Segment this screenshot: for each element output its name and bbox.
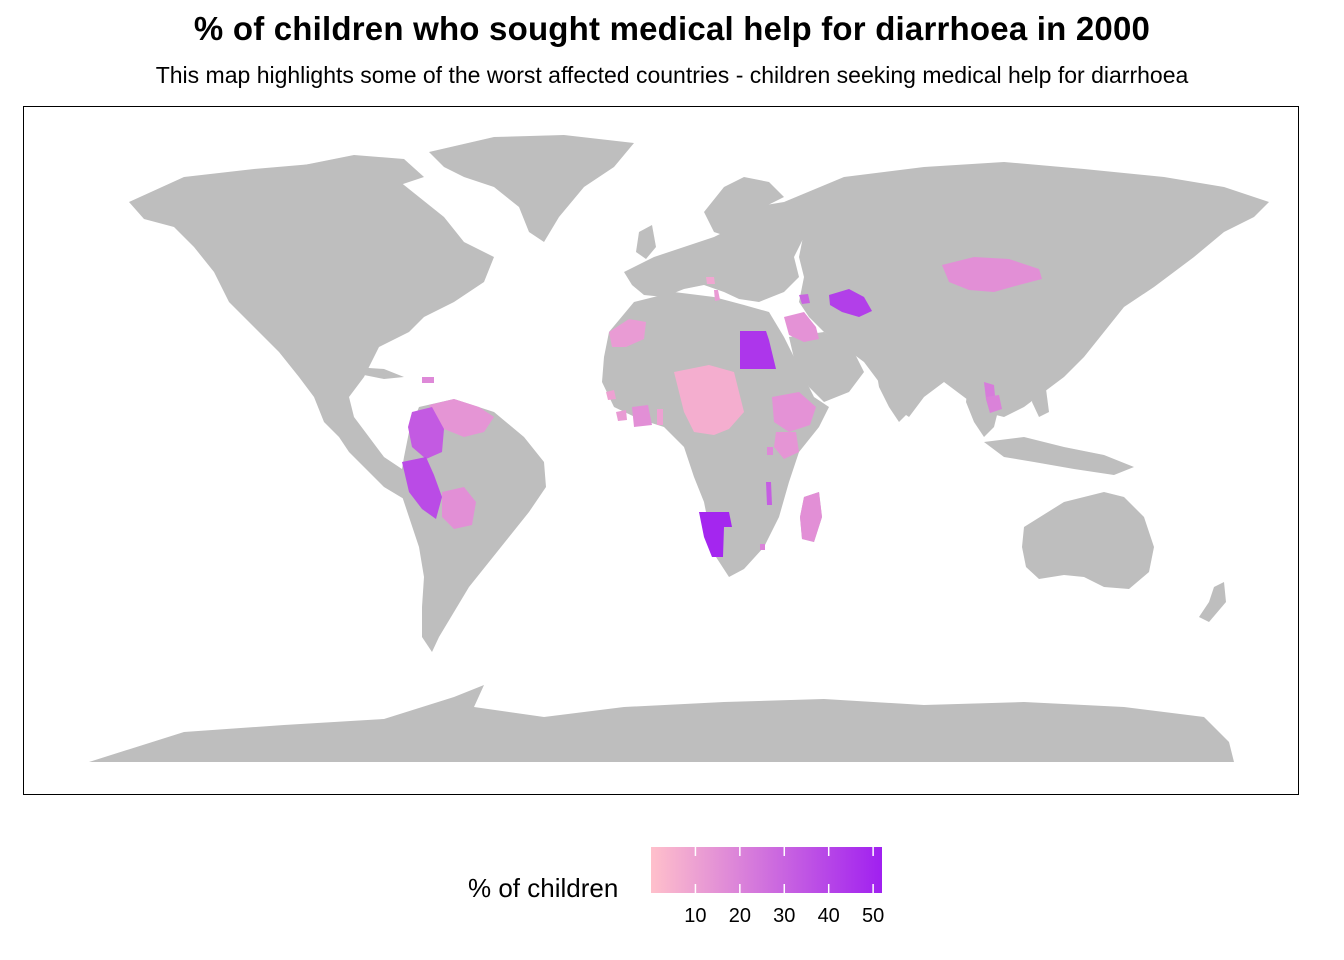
region-dominican-republic <box>422 377 434 383</box>
land-greenland <box>429 135 634 242</box>
region-egypt <box>740 331 776 369</box>
region-lesotho <box>760 544 765 550</box>
region-jordan-iraq <box>784 312 819 342</box>
region-bolivia <box>442 487 476 529</box>
region-armenia <box>799 294 810 304</box>
region-colombia <box>408 407 444 459</box>
legend-tick-label: 50 <box>861 905 885 927</box>
land-indonesia <box>984 437 1134 475</box>
region-cambodia <box>986 395 1002 413</box>
legend-tick-label: 10 <box>684 905 707 927</box>
land-arctic-islands <box>294 155 424 187</box>
map-panel <box>23 106 1299 795</box>
region-morocco <box>609 319 646 347</box>
region-sahel <box>674 365 744 435</box>
land-japan <box>1104 277 1122 317</box>
region-bosnia <box>706 277 715 284</box>
region-sierra-leone <box>616 410 627 421</box>
land-uk <box>636 225 656 259</box>
legend-colorbar <box>651 847 882 893</box>
land-europe <box>624 202 814 302</box>
region-peru <box>402 457 442 519</box>
region-togo <box>657 409 663 425</box>
region-cote-divoire <box>632 405 652 427</box>
region-kenya <box>774 432 799 459</box>
region-west-africa <box>606 390 616 400</box>
world-map <box>89 135 1269 762</box>
land-scandinavia <box>704 177 784 237</box>
chart-title: % of children who sought medical help fo… <box>193 10 1151 47</box>
legend-tick-label: 40 <box>817 905 840 927</box>
region-malawi <box>766 482 772 505</box>
region-madagascar <box>800 492 822 542</box>
region-rwanda <box>767 447 773 455</box>
region-mongolia <box>942 257 1042 292</box>
land-antarctica <box>89 685 1234 762</box>
region-venezuela-guyana <box>429 399 494 437</box>
land-new-zealand <box>1199 582 1226 622</box>
land-australia <box>1022 492 1154 589</box>
land-cuba <box>354 367 404 379</box>
legend-tick-label: 20 <box>728 905 751 927</box>
legend-tick-label: 30 <box>773 905 796 927</box>
land-south-america <box>399 399 546 652</box>
land-north-america <box>129 163 494 502</box>
land-philippines <box>1032 387 1049 417</box>
region-albania <box>714 290 720 301</box>
chart-subtitle: This map highlights some of the worst af… <box>155 62 1189 88</box>
land-india <box>874 352 924 422</box>
region-turkmenistan <box>829 289 872 317</box>
region-ethiopia <box>772 392 816 432</box>
region-namibia <box>699 512 732 557</box>
highlighted-countries <box>402 257 1042 557</box>
legend-title: % of children <box>468 873 619 903</box>
land-masses <box>89 135 1269 762</box>
